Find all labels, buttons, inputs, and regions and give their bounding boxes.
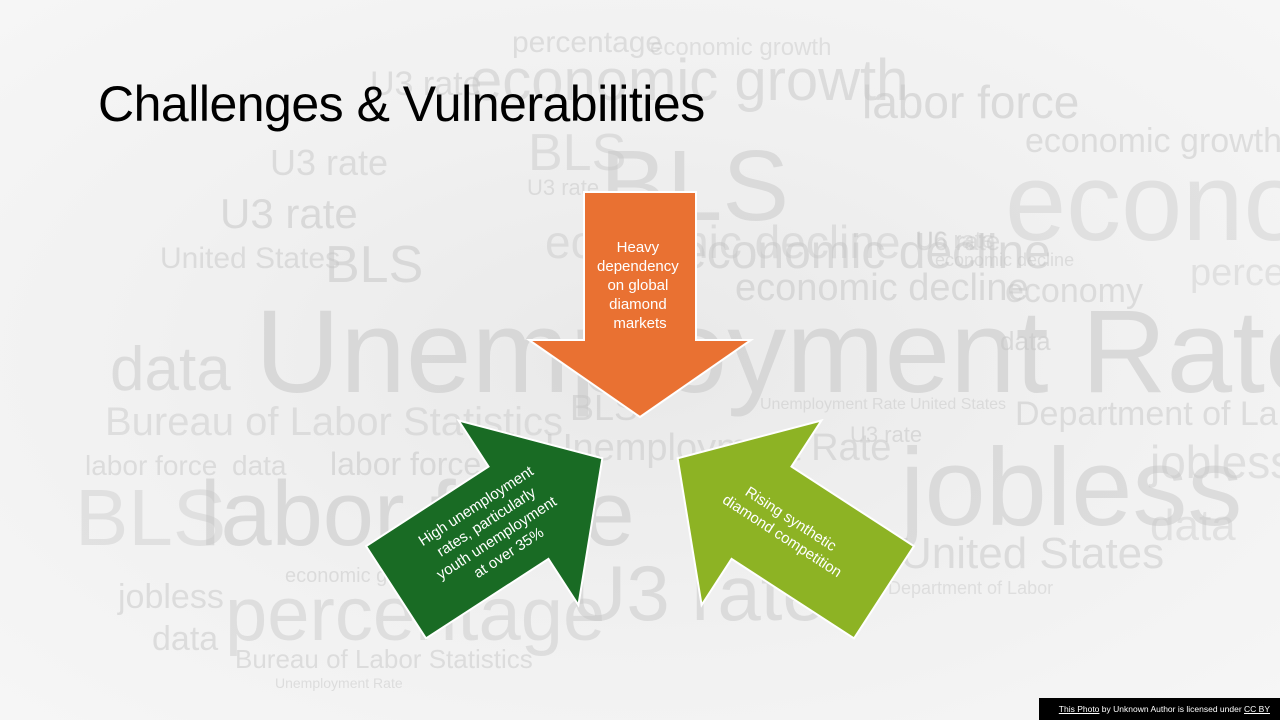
word-cloud-word: data — [1150, 501, 1236, 550]
word-cloud-word: data — [1000, 326, 1051, 356]
arrow-top-text: Heavy dependency on global diamond marke… — [597, 239, 683, 332]
word-cloud-word: United States — [160, 242, 340, 275]
arrow-top: Heavy dependency on global diamond marke… — [525, 191, 755, 419]
word-cloud-word: U3 rate — [220, 190, 358, 237]
word-cloud-word: Bureau of Labor Statistics — [235, 644, 533, 674]
word-cloud-word: economic growth — [470, 48, 908, 113]
word-cloud-word: United States — [900, 529, 1164, 578]
license-link[interactable]: CC BY — [1244, 704, 1270, 714]
word-cloud-word: data — [152, 620, 218, 658]
word-cloud-word: economic decline — [735, 267, 1029, 309]
credit-text: by Unknown Author is licensed under — [1099, 704, 1245, 714]
word-cloud-word: economic growth — [1025, 122, 1280, 160]
word-cloud-word: Department of Labor — [1015, 395, 1280, 433]
word-cloud-word: economic decline — [935, 250, 1074, 270]
word-cloud-word: labor force — [330, 446, 481, 482]
word-cloud-word: jobless — [897, 426, 1242, 549]
word-cloud-word: labor force — [85, 450, 217, 481]
word-cloud-word: BLS — [325, 236, 423, 294]
word-cloud-word: U3 rate — [850, 422, 922, 447]
image-credit: This Photo by Unknown Author is licensed… — [1039, 698, 1280, 720]
arrow-top-line: dependency — [597, 258, 679, 275]
arrow-right: Rising synthetic diamond competition — [676, 418, 916, 640]
arrow-left: High unemployment rates, particularly yo… — [364, 418, 604, 640]
word-cloud-word: percentage — [512, 26, 662, 59]
word-cloud-word: U3 rate — [370, 65, 482, 103]
word-cloud-word: Unemployment Rate — [255, 286, 1280, 418]
word-cloud-word: data — [232, 450, 287, 481]
arrow-top-shape — [525, 191, 755, 419]
word-cloud-word: economic decline — [680, 226, 1051, 279]
word-cloud-word: United States — [910, 396, 1006, 413]
word-cloud-word: labor force — [862, 76, 1079, 128]
word-cloud-word: economic growth — [650, 34, 831, 61]
arrow-right-shape — [676, 418, 916, 640]
arrow-left-shape — [364, 418, 604, 640]
word-cloud-word: U3 rate — [270, 142, 388, 183]
word-cloud-word: jobless — [1148, 436, 1280, 488]
word-cloud-word: U6 rate — [916, 227, 995, 254]
photo-link[interactable]: This Photo — [1058, 704, 1100, 714]
word-cloud-word: jobless — [117, 578, 224, 616]
word-cloud-word: Unemployment Rate — [760, 396, 906, 413]
arrow-top-line: Heavy — [617, 239, 660, 256]
word-cloud-word: economy — [1005, 272, 1143, 310]
arrow-top-line: markets — [613, 315, 666, 332]
word-cloud-word: economy — [1005, 141, 1280, 264]
word-cloud-word: Unemployment Rate — [275, 675, 403, 691]
word-cloud-word: percentage — [1190, 252, 1280, 294]
arrow-top-line: on global — [607, 277, 668, 294]
slide-title: Challenges & Vulnerabilities — [98, 76, 705, 132]
word-cloud-word: BLS — [528, 124, 626, 182]
word-cloud-word: BLS — [75, 473, 226, 562]
arrow-top-line: diamond — [609, 296, 667, 313]
word-cloud-word: Department of Labor — [888, 578, 1053, 598]
word-cloud-word: U6 rate — [915, 226, 1000, 256]
word-cloud-word: data — [110, 335, 231, 404]
